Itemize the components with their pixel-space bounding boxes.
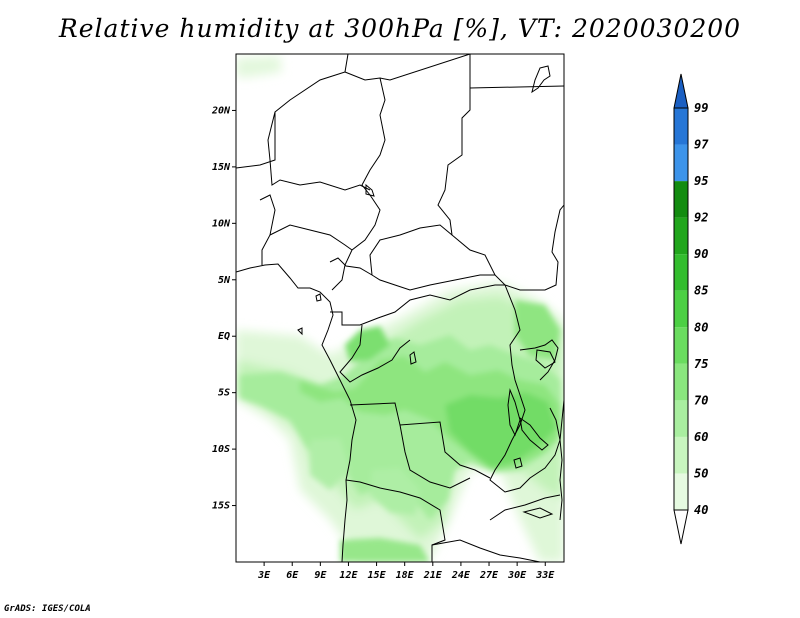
colorbar-bottom-triangle (673, 509, 689, 545)
lat-tick-label: 15N (212, 162, 231, 173)
lake (513, 457, 523, 469)
lake (297, 327, 303, 336)
colorbar-box (674, 400, 688, 437)
lake (531, 65, 551, 94)
border (339, 324, 411, 383)
lon-tick-label: 33E (535, 570, 555, 581)
lon-tick-label: 27E (479, 570, 499, 581)
border (349, 402, 491, 479)
lon-tick-label: 15E (368, 570, 387, 581)
colorbar-top-triangle (673, 73, 689, 109)
border (489, 494, 561, 521)
lat-tick-label: 5N (218, 275, 231, 286)
colorbar-label: 75 (694, 357, 708, 371)
border (549, 407, 563, 521)
border (431, 539, 541, 562)
border (369, 224, 453, 276)
grads-credit: GrADS: IGES/COLA (4, 604, 91, 614)
border (236, 54, 349, 169)
colorbar-label: 80 (694, 320, 708, 334)
lat-tick-label: 10N (212, 218, 231, 229)
border (519, 339, 559, 381)
colorbar-box (674, 217, 688, 255)
border (259, 194, 276, 265)
latitude-axis: 20N 15N 10N 5N EQ 5S 10S 15S (211, 105, 236, 512)
boundaries (236, 54, 564, 562)
lon-tick-label: 21E (423, 570, 443, 581)
lat-tick-label: 10S (212, 444, 230, 455)
lon-tick-label: 9E (314, 570, 327, 581)
lake (365, 183, 375, 197)
border (330, 284, 505, 326)
humidity-field (236, 56, 564, 562)
border (267, 111, 371, 191)
colorbar-label: 70 (694, 393, 708, 407)
colorbar-label: 50 (694, 466, 708, 480)
humidity-region-80 (345, 326, 390, 362)
lake (535, 349, 556, 369)
border (344, 54, 471, 81)
colorbar-label: 85 (694, 284, 708, 298)
lake (522, 507, 554, 519)
humidity-region-70 (310, 438, 350, 490)
colorbar-box (674, 363, 688, 401)
coastline (236, 263, 357, 562)
colorbar-label: 92 (694, 211, 708, 225)
lat-tick-label: 15S (212, 501, 230, 512)
lake (519, 416, 549, 451)
lat-tick-label: EQ (218, 331, 230, 342)
border (345, 479, 446, 562)
plot-frame (235, 53, 565, 563)
lon-tick-label: 3E (257, 570, 271, 581)
lake (507, 388, 521, 437)
humidity-region-80 (445, 392, 556, 468)
humidity-region-75 (340, 538, 430, 562)
longitude-axis: 3E 6E 9E 12E 15E 18E 21E 24E 27E 30E 33E (257, 562, 555, 581)
border (269, 224, 353, 251)
humidity-region-75 (515, 300, 560, 360)
border (469, 85, 564, 89)
border (489, 284, 564, 493)
colorbar-box (674, 144, 688, 182)
colorbar-label: 95 (694, 174, 708, 188)
lon-tick-label: 24E (451, 570, 471, 581)
lon-tick-label: 12E (339, 570, 358, 581)
colorbar-box (674, 327, 688, 364)
lake (315, 293, 322, 302)
colorbar-box (674, 181, 688, 218)
lake (409, 351, 417, 365)
lon-tick-label: 30E (507, 570, 527, 581)
colorbar-label: 60 (694, 430, 708, 444)
colorbar-label: 97 (694, 138, 709, 152)
colorbar-outline (673, 107, 689, 511)
border (331, 77, 386, 291)
colorbar-box (674, 436, 688, 474)
colorbar-label: 40 (694, 503, 708, 517)
lon-tick-label: 6E (286, 570, 299, 581)
border (437, 54, 564, 291)
border (399, 424, 471, 489)
lat-tick-label: 20N (211, 105, 231, 116)
lat-tick-label: 5S (218, 388, 230, 399)
colorbar-label: 90 (694, 247, 708, 261)
colorbar-label: 99 (694, 101, 708, 115)
map-title: Relative humidity at 300hPa [%], VT: 202… (58, 14, 742, 43)
colorbar-box (674, 290, 688, 328)
lon-tick-label: 18E (396, 570, 415, 581)
colorbar: 40 50 60 70 75 80 85 90 92 95 97 99 (673, 73, 709, 545)
humidity-region-50 (236, 56, 282, 78)
colorbar-box (674, 108, 688, 145)
border (329, 257, 495, 291)
colorbar-box (674, 254, 688, 291)
colorbar-box (674, 473, 688, 510)
